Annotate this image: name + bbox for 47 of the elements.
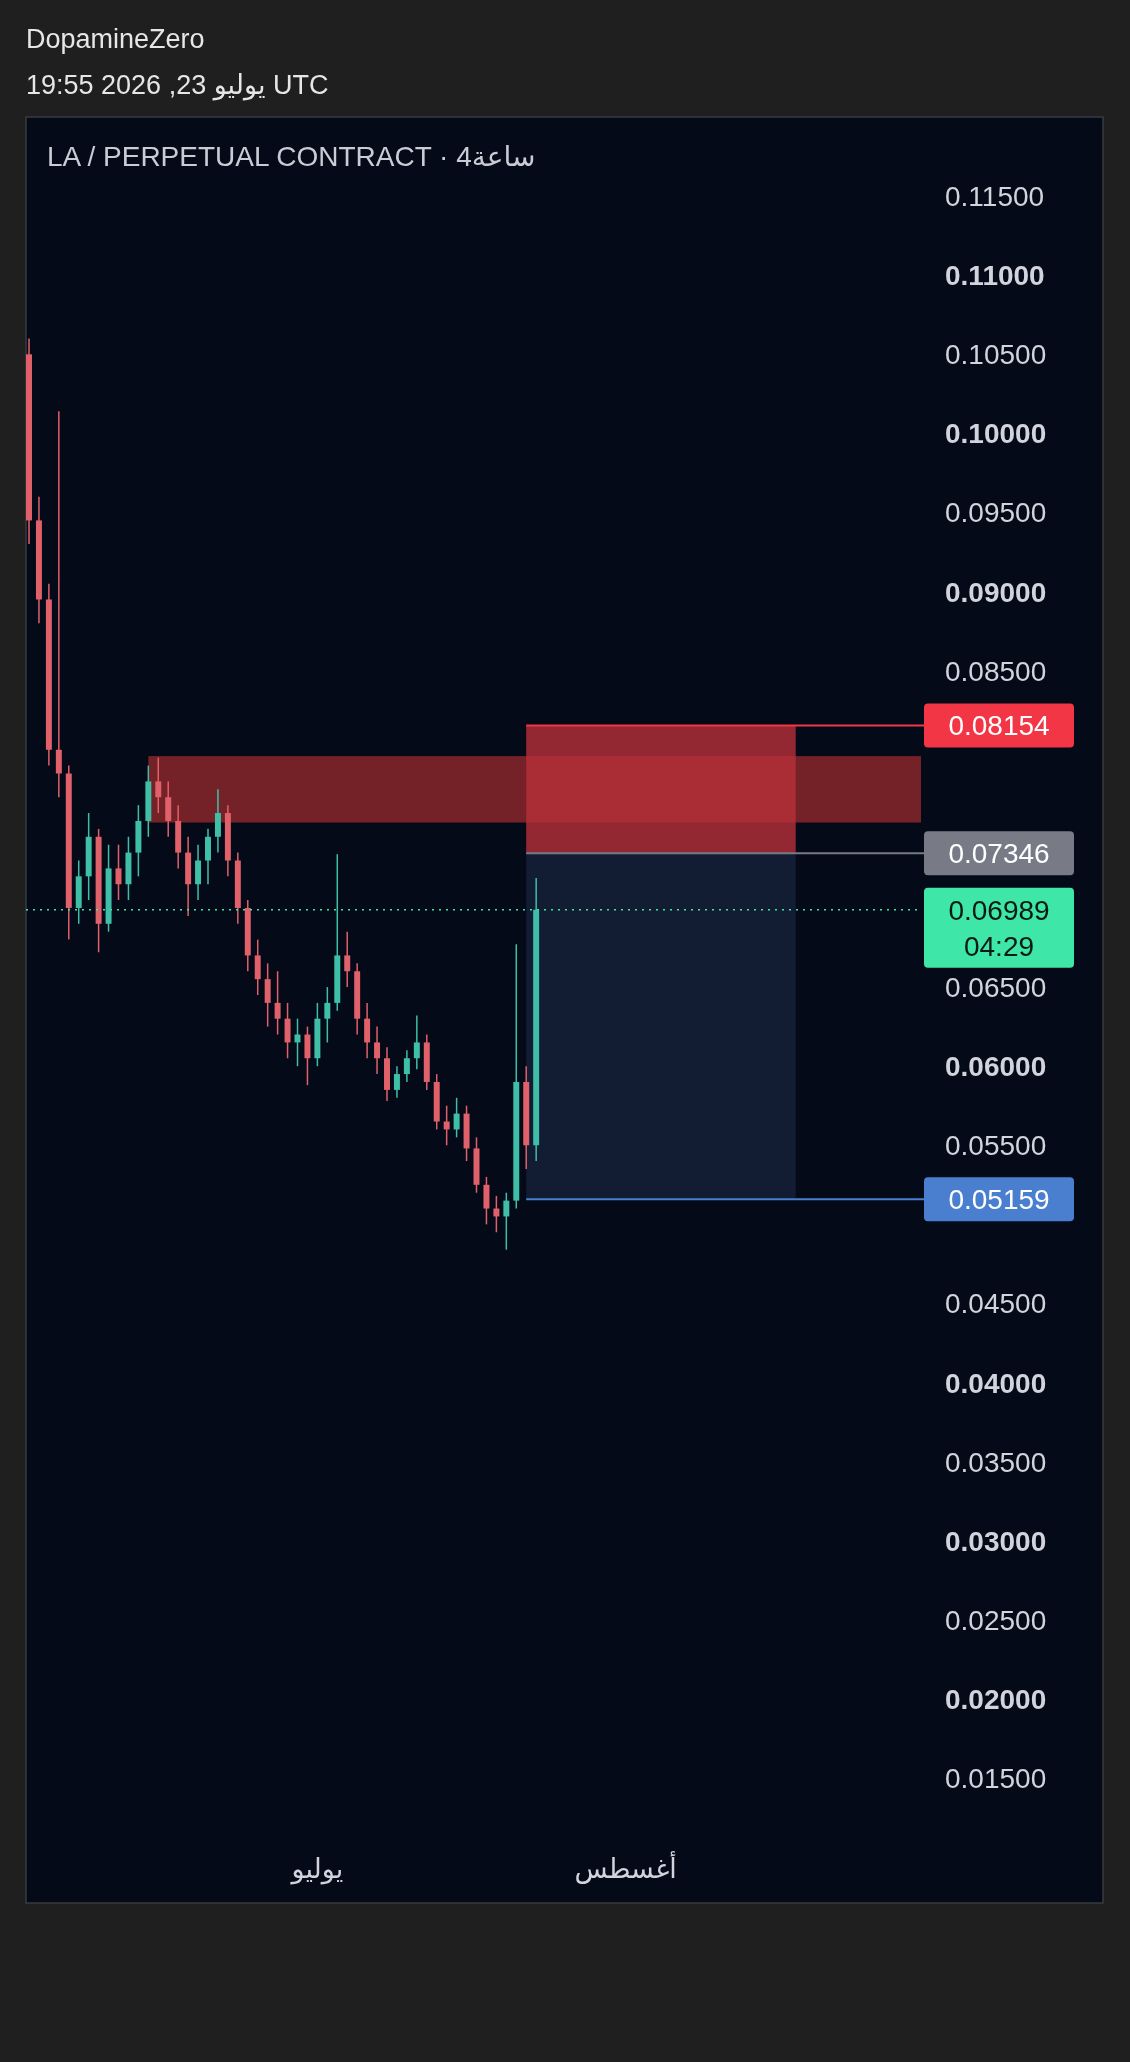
candlestick — [483, 1176, 490, 1226]
candlestick — [264, 962, 271, 1028]
candlestick — [274, 970, 281, 1036]
y-tick-label: 0.03500 — [945, 1446, 1047, 1478]
candlestick — [453, 1097, 460, 1139]
y-tick-label: 0.11500 — [945, 181, 1045, 213]
y-tick-label: 0.03000 — [945, 1525, 1047, 1557]
y-tick-label: 0.11000 — [945, 260, 1045, 292]
ref-line-label: 0.05159 — [948, 1184, 1050, 1216]
chart-subtitle: 19:55 2026 ,23 يوليو UTC — [26, 70, 329, 101]
candlestick — [503, 1191, 510, 1251]
candlestick — [324, 986, 331, 1044]
candlestick — [214, 788, 221, 854]
candlestick — [413, 1014, 420, 1071]
candlestick — [364, 1002, 371, 1059]
y-tick-label: 0.10500 — [945, 339, 1047, 371]
candlestick — [165, 780, 172, 838]
y-tick-label: 0.09000 — [945, 576, 1047, 608]
candlestick — [403, 1049, 410, 1083]
candlestick — [254, 938, 261, 996]
y-tick-label: 0.02000 — [945, 1683, 1047, 1715]
chart-title: DopamineZero — [26, 24, 205, 54]
candlestick — [344, 930, 351, 988]
annotation: LA / PERPETUAL CONTRACT · 4ساعة — [47, 141, 536, 172]
x-tick-label: أغسطس — [574, 1850, 677, 1884]
y-tick-label: 0.04000 — [945, 1367, 1047, 1399]
candlestick — [55, 410, 62, 798]
candlestick — [393, 1065, 400, 1099]
y-tick-label: 0.06500 — [945, 972, 1047, 1004]
ref-line-label: 0.07346 — [948, 838, 1050, 870]
candlestick — [374, 1025, 381, 1075]
candlestick — [205, 828, 211, 885]
x-tick-label: يوليو — [289, 1854, 344, 1885]
y-tick-label: 0.08500 — [945, 655, 1047, 687]
candlestick — [155, 756, 162, 814]
ref-line-label: 0.06989 04:29 — [948, 894, 1050, 962]
y-tick-label: 0.06000 — [945, 1051, 1047, 1083]
y-tick-label: 0.09500 — [945, 497, 1047, 529]
y-tick-label: 0.10000 — [945, 418, 1047, 450]
y-tick-label: 0.04500 — [945, 1288, 1047, 1320]
ref-line-label: 0.08154 — [948, 710, 1050, 742]
y-tick-label: 0.02500 — [945, 1604, 1047, 1636]
y-tick-label: 0.05500 — [945, 1130, 1047, 1162]
candlestick — [284, 1002, 291, 1059]
y-tick-label: 0.01500 — [945, 1763, 1047, 1795]
candlestick — [195, 843, 202, 901]
candlestick — [304, 1025, 311, 1086]
